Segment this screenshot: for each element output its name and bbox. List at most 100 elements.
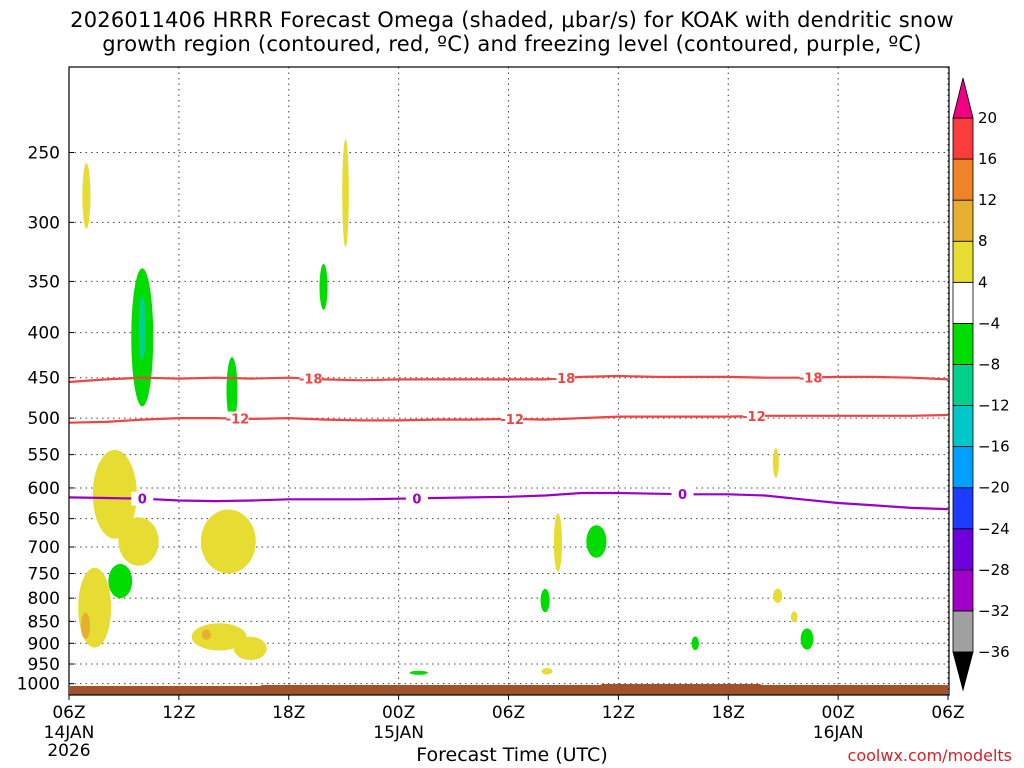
- y-tick-label: 950: [28, 655, 60, 675]
- omega-shade-region: [138, 295, 146, 361]
- y-tick-label: 800: [28, 589, 60, 609]
- x-tick-label: 18Z: [712, 703, 745, 723]
- y-tick-label: 600: [28, 479, 60, 499]
- contour-label: 0: [678, 488, 687, 503]
- colorbar-label: 20: [978, 109, 997, 127]
- omega-shade-region: [553, 513, 562, 572]
- contour-label-bg: [405, 491, 428, 506]
- omega-shade-region: [773, 588, 783, 603]
- omega-shade-region: [80, 612, 91, 640]
- x-tick-label: 00Z: [382, 703, 415, 723]
- colorbar-bin: [952, 322, 974, 365]
- x-tick-date-label: 14JAN: [44, 723, 95, 743]
- omega-shade-region: [691, 636, 699, 651]
- contour-label-bg: [226, 411, 249, 426]
- temperature-contours: -18 -18 -18 -12 -12 -12 0 0 0: [69, 370, 949, 511]
- omega-shade-region: [92, 449, 137, 539]
- y-tick-label: 500: [28, 409, 60, 429]
- contour-label-bg: [131, 491, 154, 506]
- omega-shade-region: [540, 588, 550, 613]
- chart-title-line1: 2026011406 HRRR Forecast Omega (shaded, …: [70, 8, 954, 32]
- y-tick-label: 850: [28, 612, 60, 632]
- colorbar-label: 4: [978, 273, 988, 291]
- colorbar: −36 −32 −28 −24 −20 −16 −12 −8 −4 4 8 12 16 20: [952, 77, 1010, 692]
- credit-text: coolwx.com/modelts: [847, 746, 1012, 765]
- colorbar-label: −28: [978, 561, 1010, 579]
- colorbar-bin: [952, 487, 974, 530]
- contour-label-bg: [552, 371, 575, 386]
- contour-label: -18: [299, 373, 323, 388]
- colorbar-bin: [952, 364, 974, 406]
- y-tick-label: 250: [28, 143, 60, 163]
- terrain-band: [70, 684, 948, 695]
- colorbar-bottom-arrow: [952, 651, 974, 692]
- x-tick-date-label: 15JAN: [373, 723, 424, 743]
- colorbar-bin: [952, 240, 974, 283]
- contour-label: 0: [412, 492, 421, 507]
- x-tick-label: 06Z: [492, 703, 525, 723]
- colorbar-label: 12: [978, 191, 997, 209]
- omega-shading: [78, 139, 814, 675]
- colorbar-bin: [952, 199, 974, 242]
- omega-shade-region: [82, 163, 91, 229]
- contour-label: -18: [799, 372, 823, 387]
- chart-title-line2: growth region (contoured, red, ºC) and f…: [102, 32, 922, 56]
- colorbar-label: −16: [978, 438, 1010, 456]
- x-tick-label: 12Z: [602, 703, 635, 723]
- omega-shade-region: [541, 668, 553, 675]
- omega-shade-region: [790, 611, 798, 623]
- omega-shade-region: [233, 636, 267, 660]
- y-tick-label: 300: [28, 213, 60, 233]
- contour-label: -12: [500, 413, 524, 428]
- x-tick-label: 00Z: [821, 703, 854, 723]
- omega-shade-region: [108, 563, 133, 599]
- colorbar-bin: [952, 610, 974, 653]
- colorbar-label: −36: [978, 643, 1010, 661]
- x-tick-label: 18Z: [272, 703, 305, 723]
- omega-shade-region: [201, 629, 211, 640]
- contour-line: [69, 491, 949, 511]
- colorbar-bin: [952, 117, 974, 160]
- colorbar-bin: [952, 405, 974, 448]
- contour-label: 0: [138, 493, 147, 508]
- x-tick-label: 06Z: [52, 703, 85, 723]
- omega-shade-region: [800, 628, 814, 650]
- y-axis: 2503003504004505005506006507007508008509…: [17, 143, 74, 695]
- contour-label: -18: [552, 372, 576, 387]
- y-tick-label: 350: [28, 272, 60, 292]
- x-tick-label: 06Z: [931, 703, 964, 723]
- omega-shade-region: [200, 509, 256, 574]
- y-tick-label: 400: [28, 324, 60, 344]
- colorbar-label: 8: [978, 232, 988, 250]
- omega-shade-region: [342, 139, 349, 248]
- omega-shade-region: [118, 517, 159, 566]
- contour-label-bg: [742, 409, 765, 424]
- colorbar-label: −12: [978, 397, 1010, 415]
- colorbar-bin: [952, 528, 974, 571]
- colorbar-label: −32: [978, 602, 1010, 620]
- y-tick-label: 650: [28, 510, 60, 530]
- x-tick-date-label: 16JAN: [813, 723, 864, 743]
- colorbar-bin: [952, 158, 974, 201]
- contour-label-bg: [671, 487, 694, 502]
- omega-shade-region: [226, 357, 238, 424]
- y-tick-label: 700: [28, 538, 60, 558]
- colorbar-bin: [952, 446, 974, 489]
- contour-label-bg: [501, 411, 524, 426]
- colorbar-label: −24: [978, 520, 1010, 538]
- colorbar-label: −4: [978, 314, 1000, 332]
- contour-label: -12: [742, 410, 766, 425]
- omega-shade-region: [319, 263, 328, 310]
- y-tick-label: 550: [28, 446, 60, 466]
- y-tick-label: 900: [28, 634, 60, 654]
- y-tick-label: 450: [28, 369, 60, 389]
- contour-label-bg: [799, 370, 822, 385]
- x-tick-label: 12Z: [162, 703, 195, 723]
- colorbar-top-arrow: [952, 77, 974, 119]
- x-tick-year-label: 2026: [47, 741, 90, 761]
- contour-label-bg: [299, 371, 322, 386]
- colorbar-label: −20: [978, 479, 1010, 497]
- omega-shade-region: [772, 448, 779, 478]
- colorbar-label: 16: [978, 150, 997, 168]
